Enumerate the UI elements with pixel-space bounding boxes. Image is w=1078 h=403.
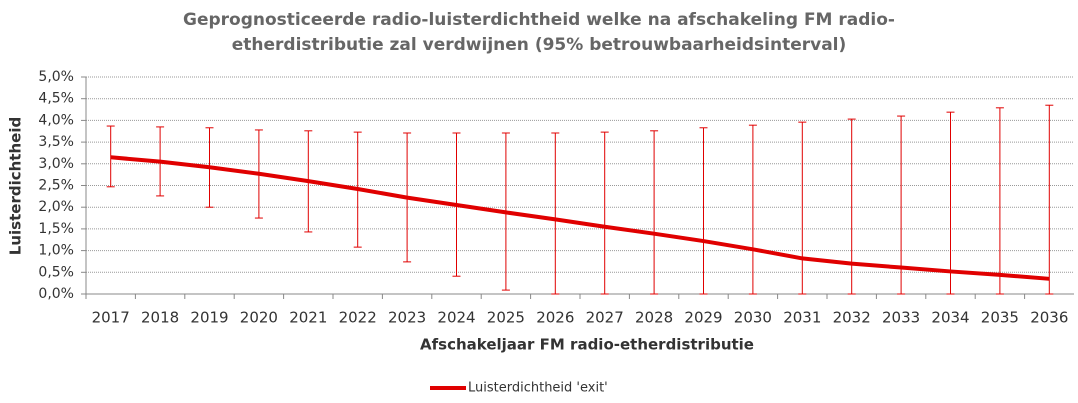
x-tick-label: 2036 <box>1030 309 1068 327</box>
x-tick-label: 2027 <box>586 309 624 327</box>
y-tick-label: 5,0% <box>38 69 74 85</box>
line <box>110 155 1050 281</box>
y-tick-label: 4,0% <box>38 112 74 128</box>
y-tick-label: 1,5% <box>38 221 74 237</box>
y-tick-label: 3,5% <box>38 134 74 150</box>
x-tick-label: 2031 <box>783 309 821 327</box>
x-tick-label: 2021 <box>289 309 327 327</box>
x-tick-label: 2019 <box>190 309 228 327</box>
x-tick-label: 2034 <box>931 309 969 327</box>
x-tick-label: 2029 <box>684 309 722 327</box>
y-tick-label: 2,0% <box>38 199 74 215</box>
x-tick-label: 2023 <box>388 309 426 327</box>
x-tick-label: 2030 <box>734 309 772 327</box>
x-tick-label: 2022 <box>339 309 377 327</box>
y-tick-label: 1,0% <box>38 243 74 259</box>
x-axis-title: Afschakeljaar FM radio-etherdistributie <box>420 336 754 354</box>
x-tick-label: 2032 <box>833 309 871 327</box>
x-tick-label: 2028 <box>635 309 673 327</box>
x-tick-label: 2026 <box>536 309 574 327</box>
y-tick-label: 3,0% <box>38 156 74 172</box>
y-axis-title: Luisterdichtheid <box>7 117 25 255</box>
x-tick-label: 2033 <box>882 309 920 327</box>
x-tick-label: 2035 <box>981 309 1019 327</box>
x-tick-label: 2024 <box>437 309 475 327</box>
chart-title: Geprognosticeerde radio-luisterdichtheid… <box>183 10 895 30</box>
y-tick-label: 0,0% <box>38 286 74 302</box>
chart-title: etherdistributie zal verdwijnen (95% bet… <box>232 35 847 55</box>
y-tick-label: 2,5% <box>38 178 74 194</box>
x-tick-label: 2020 <box>240 309 278 327</box>
y-tick-label: 0,5% <box>38 264 74 280</box>
x-tick-label: 2025 <box>487 309 525 327</box>
y-tick-label: 4,5% <box>38 91 74 107</box>
x-tick-label: 2017 <box>92 309 130 327</box>
x-tick-label: 2018 <box>141 309 179 327</box>
legend-label: Luisterdichtheid 'exit' <box>468 381 608 396</box>
